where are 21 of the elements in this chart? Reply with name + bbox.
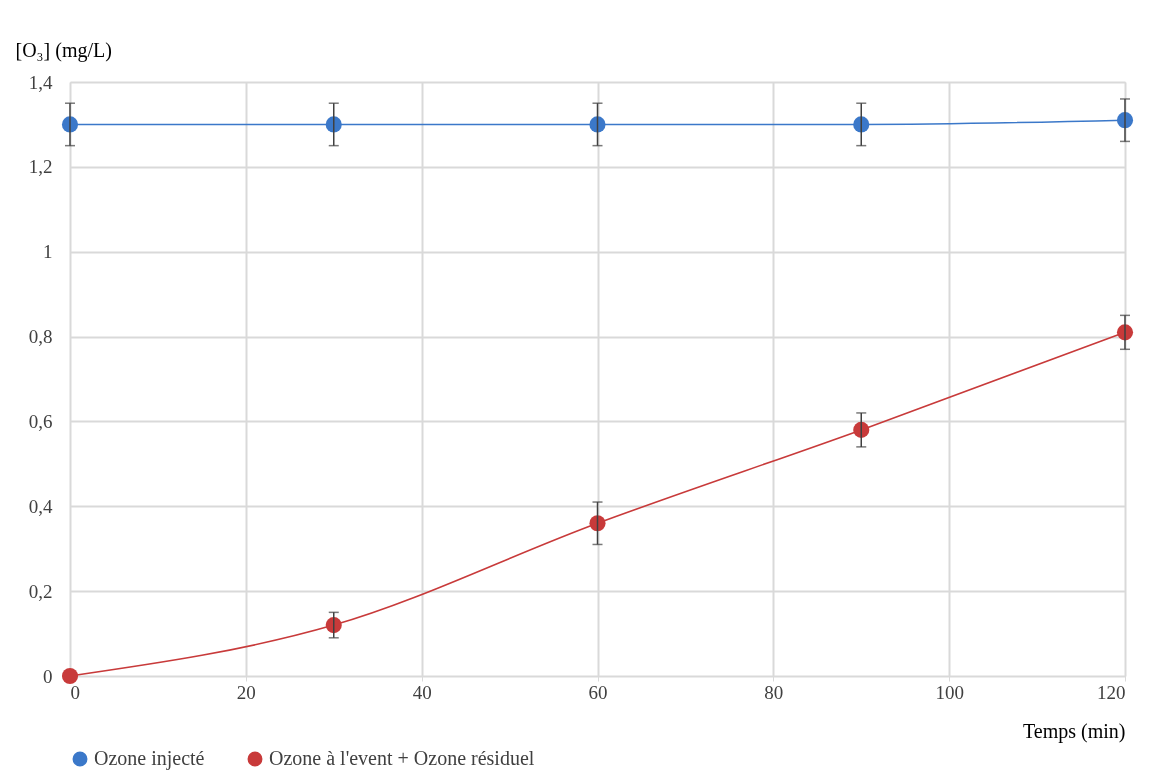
y-tick-label: 0,2: [28, 580, 53, 602]
x-tick-label: 20: [236, 681, 256, 703]
y-tick-label: 1,4: [28, 71, 53, 93]
x-tick-label: 40: [412, 681, 432, 703]
x-tick-label: 80: [764, 681, 784, 703]
y-tick-label: 1,2: [28, 156, 53, 178]
y-tick-label: 0,6: [28, 410, 53, 432]
y-tick-label: 0,4: [28, 495, 53, 517]
y-tick-label: 1: [43, 241, 53, 263]
legend-label: Ozone à l'event + Ozone résiduel: [269, 747, 535, 769]
point: [853, 421, 870, 438]
x-tick-label: 100: [935, 681, 964, 703]
x-tick-label: 0: [70, 681, 80, 703]
x-tick-label: 60: [588, 681, 608, 703]
legend-label: Ozone injecté: [94, 747, 205, 770]
point: [61, 667, 79, 685]
x-tick-label: 120: [1097, 681, 1126, 703]
y-tick-label: 0: [43, 665, 53, 687]
y-tick-label: 0,8: [28, 326, 53, 348]
y-axis-title: [O₃] (mg/L): [15, 38, 112, 62]
x-axis-title: Temps (min): [1023, 719, 1126, 743]
